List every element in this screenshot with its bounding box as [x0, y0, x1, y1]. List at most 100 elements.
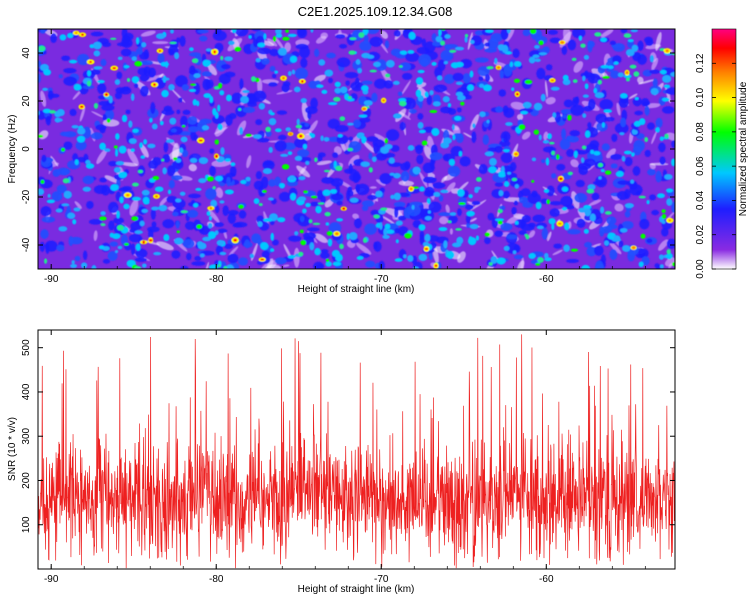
spectrogram-blob: [488, 262, 493, 266]
spectrogram-blob: [251, 29, 262, 32]
spectrogram-blob: [595, 260, 604, 269]
spectrogram-blob: [617, 72, 624, 78]
spectrogram-blob: [458, 202, 466, 206]
spectrogram-blob: [290, 193, 297, 201]
spectrogram-blob: [574, 192, 588, 203]
spectrogram-blob: [253, 198, 260, 205]
spectrogram-blob: [143, 66, 151, 77]
spectrogram-peak-core: [104, 93, 108, 97]
spectrogram-blob: [486, 119, 490, 124]
spectrogram-panel: -90 -80 -70 -60 40 20 0 -20 -40 Height of strai…: [7, 28, 676, 295]
spectrogram-blob: [520, 188, 531, 197]
spectrogram-low-patch: [614, 203, 624, 212]
spectrogram-blob: [316, 84, 324, 89]
spectrogram-blob: [443, 60, 449, 65]
spectrogram-blob: [502, 149, 510, 153]
spectrogram-blob: [583, 228, 589, 234]
spectrogram-blob: [364, 223, 377, 235]
spectrogram-blob: [666, 249, 671, 255]
spectrogram-blob: [63, 67, 77, 74]
spectrogram-low-patch: [543, 131, 549, 141]
spectrogram-blob: [432, 41, 441, 47]
spectrogram-blob: [54, 118, 63, 122]
spectrogram-blob: [401, 72, 413, 80]
spectrogram-blob: [630, 179, 635, 184]
spectrogram-blob: [252, 134, 262, 139]
spectrogram-blob: [291, 69, 296, 75]
spectrogram-blob: [506, 29, 511, 34]
spectrogram-blob: [538, 134, 542, 141]
spectrogram-blob: [85, 163, 95, 169]
spectrogram-blob: [438, 29, 442, 37]
spectrogram-blob: [54, 110, 62, 118]
spectrogram-blob: [537, 257, 544, 263]
spectrogram-blob: [248, 35, 252, 39]
spectrogram-blob: [344, 72, 359, 79]
spectrogram-blob: [162, 219, 175, 229]
spectrogram-blob: [497, 44, 505, 51]
spectrogram-blob: [432, 182, 446, 189]
spectrogram-blob: [347, 95, 352, 100]
spectrogram-blob: [220, 147, 225, 156]
spectrogram-blob: [455, 228, 462, 231]
spectrogram-blob: [282, 36, 290, 41]
spectrogram-blob: [375, 190, 383, 198]
spectrogram-blob: [99, 126, 106, 134]
spectrogram-blob: [358, 32, 365, 38]
spectrogram-blob: [199, 253, 205, 258]
spectrogram-peak-core: [299, 134, 303, 138]
spectrogram-peak-core: [434, 264, 438, 268]
spectrogram-blob: [535, 35, 548, 45]
spectrogram-blob: [161, 77, 170, 81]
spectrogram-low-patch: [449, 228, 453, 235]
spectrogram-blob: [547, 133, 552, 140]
spectrogram-blob: [661, 214, 667, 220]
spectrogram-blob: [336, 218, 344, 222]
spectrogram-peak-core: [79, 105, 84, 109]
spectrogram-blob: [570, 104, 585, 116]
spectrogram-blob: [119, 196, 124, 204]
spectrogram-peak-core: [560, 41, 565, 44]
spectrogram-blob: [203, 93, 212, 99]
spectrogram-blob: [363, 34, 369, 45]
spectrogram-blob: [222, 205, 229, 217]
spectrogram-blob: [509, 61, 514, 67]
spectrogram-blob: [217, 123, 223, 131]
spectrogram-blob: [242, 89, 250, 94]
spectrogram-blob: [404, 232, 412, 239]
spectrogram-blob: [299, 229, 304, 234]
spectrogram-blob: [114, 249, 119, 254]
spectrogram-blob: [469, 70, 474, 78]
spectrogram-blob: [182, 239, 195, 249]
spectrogram-blob: [393, 172, 401, 179]
spectrogram-blob: [323, 169, 331, 173]
spectrogram-blob: [438, 212, 452, 217]
spectrogram-blob: [349, 173, 362, 182]
spectrogram-blob: [432, 94, 441, 104]
spectrogram-blob: [198, 178, 207, 184]
spectrogram-blob: [179, 35, 186, 47]
spectrogram-blob: [534, 58, 541, 63]
spectrogram-blob: [86, 80, 92, 87]
spectrogram-low-patch: [505, 29, 515, 43]
spectrogram-blob: [640, 233, 646, 239]
spectrogram-blob: [294, 231, 299, 236]
spectrogram-blob: [108, 160, 118, 167]
spectrogram-blob: [485, 29, 494, 33]
spectrogram-blob: [512, 48, 520, 58]
spectrogram-blob: [191, 58, 199, 64]
spectrogram-blob: [304, 122, 310, 127]
spectrogram-blob: [348, 163, 353, 175]
spectrogram-blob: [134, 230, 143, 235]
spectrogram-blob: [474, 57, 489, 63]
spectrogram-blob: [487, 38, 499, 50]
spectrogram-low-patch: [314, 233, 328, 243]
spectrogram-blob: [586, 188, 595, 194]
spectrogram-blob: [562, 74, 569, 81]
spectrogram-blob: [330, 188, 337, 194]
spectrogram-low-patch: [570, 159, 579, 168]
spectrogram-blob: [583, 54, 590, 60]
spectrogram-low-patch: [74, 201, 82, 209]
spectrogram-blob: [68, 236, 74, 247]
spectrogram-low-patch: [510, 101, 526, 110]
